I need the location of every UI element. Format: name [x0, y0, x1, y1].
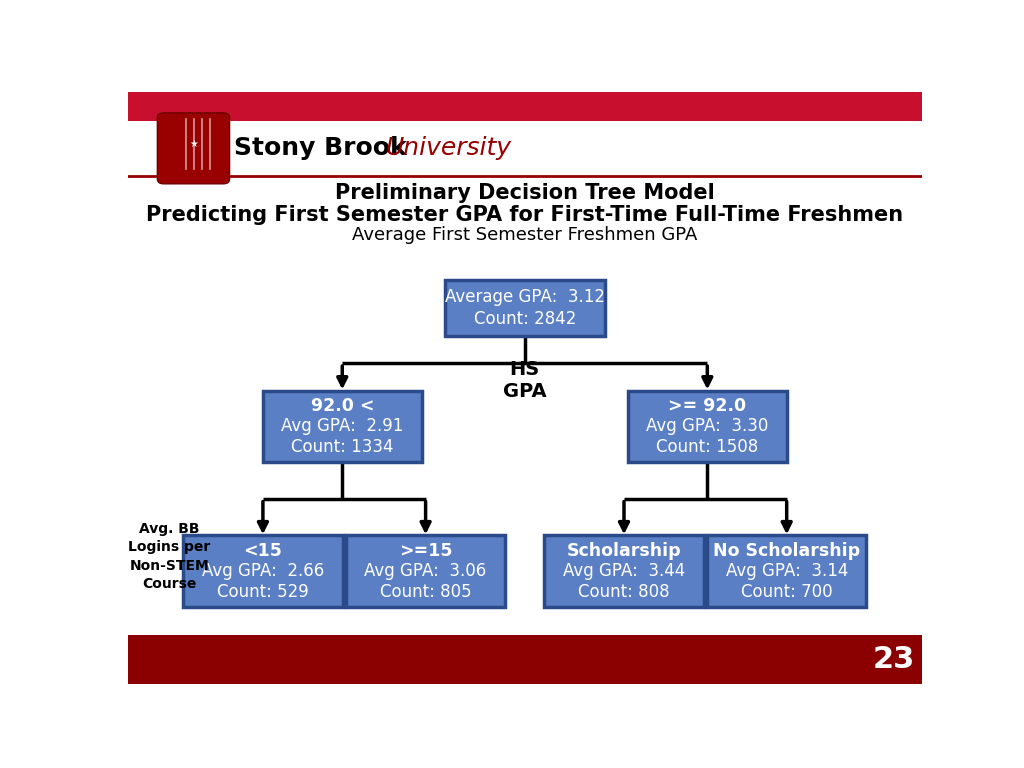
Text: Avg GPA:  3.06: Avg GPA: 3.06: [365, 562, 486, 580]
Text: Predicting First Semester GPA for First-Time Full-Time Freshmen: Predicting First Semester GPA for First-…: [146, 205, 903, 225]
Text: Count: 2842: Count: 2842: [474, 310, 575, 328]
FancyBboxPatch shape: [628, 390, 787, 462]
FancyBboxPatch shape: [158, 113, 229, 184]
Text: Count: 1508: Count: 1508: [656, 438, 759, 456]
FancyBboxPatch shape: [262, 390, 422, 462]
Text: Scholarship: Scholarship: [566, 541, 681, 560]
Text: Avg. BB
Logins per
Non-STEM
Course: Avg. BB Logins per Non-STEM Course: [128, 521, 210, 591]
FancyBboxPatch shape: [346, 535, 506, 607]
Text: Avg GPA:  3.44: Avg GPA: 3.44: [563, 562, 685, 580]
FancyBboxPatch shape: [128, 635, 922, 684]
Text: Avg GPA:  3.14: Avg GPA: 3.14: [725, 562, 848, 580]
Text: University: University: [386, 137, 512, 161]
Text: Count: 1334: Count: 1334: [291, 438, 393, 456]
Text: Count: 529: Count: 529: [217, 583, 309, 601]
Text: Count: 805: Count: 805: [380, 583, 471, 601]
Text: <15: <15: [244, 541, 283, 560]
Text: Count: 808: Count: 808: [579, 583, 670, 601]
Text: Average First Semester Freshmen GPA: Average First Semester Freshmen GPA: [352, 227, 697, 244]
Text: HS
GPA: HS GPA: [503, 360, 547, 401]
FancyBboxPatch shape: [445, 280, 604, 336]
Text: 92.0 <: 92.0 <: [310, 396, 374, 415]
Text: Stony Brook: Stony Brook: [233, 137, 415, 161]
FancyBboxPatch shape: [128, 92, 922, 121]
Text: Avg GPA:  2.66: Avg GPA: 2.66: [202, 562, 324, 580]
Text: Average GPA:  3.12: Average GPA: 3.12: [444, 288, 605, 306]
Text: >=15: >=15: [399, 541, 453, 560]
Text: ★: ★: [189, 138, 198, 149]
Text: 23: 23: [872, 645, 915, 674]
Text: Count: 700: Count: 700: [741, 583, 833, 601]
Text: No Scholarship: No Scholarship: [713, 541, 860, 560]
Text: >= 92.0: >= 92.0: [669, 396, 746, 415]
Text: Preliminary Decision Tree Model: Preliminary Decision Tree Model: [335, 183, 715, 203]
Text: Avg GPA:  2.91: Avg GPA: 2.91: [281, 417, 403, 435]
FancyBboxPatch shape: [183, 535, 343, 607]
Text: Avg GPA:  3.30: Avg GPA: 3.30: [646, 417, 769, 435]
FancyBboxPatch shape: [544, 535, 703, 607]
FancyBboxPatch shape: [707, 535, 866, 607]
